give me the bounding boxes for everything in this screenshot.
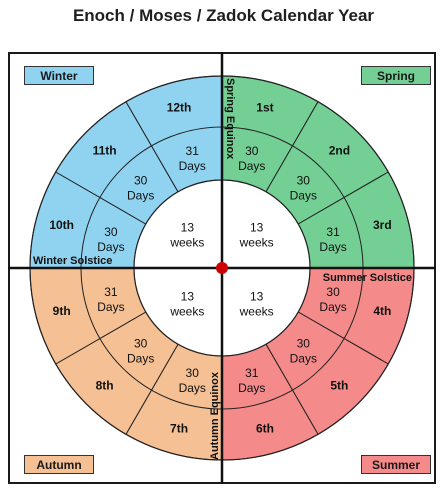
month-days-unit: Days	[290, 351, 317, 365]
month-days-count: 30	[104, 225, 118, 239]
month-days-unit: Days	[319, 300, 346, 314]
month-label: 9th	[53, 304, 71, 318]
quarter-unit: weeks	[239, 305, 274, 319]
month-days-count: 31	[186, 144, 200, 158]
month-days-unit: Days	[290, 189, 317, 203]
month-days-count: 31	[104, 285, 118, 299]
month-label: 2nd	[329, 144, 350, 158]
quarter-count: 13	[181, 220, 195, 234]
month-days-unit: Days	[97, 240, 124, 254]
month-label: 7th	[170, 421, 188, 435]
month-days-count: 31	[326, 225, 340, 239]
autumn-equinox-label: Autumn Equinox	[209, 371, 221, 460]
month-label: 6th	[256, 421, 274, 435]
month-label: 5th	[330, 378, 348, 392]
quarter-count: 13	[181, 290, 195, 304]
page-title: Enoch / Moses / Zadok Calendar Year	[72, 6, 375, 25]
month-days-unit: Days	[238, 159, 265, 173]
winter-solstice-label: Winter Solstice	[33, 255, 112, 267]
month-days-unit: Days	[127, 189, 154, 203]
quarter-unit: weeks	[239, 235, 274, 249]
month-label: 3rd	[373, 218, 392, 232]
month-days-count: 30	[245, 144, 259, 158]
month-days-count: 30	[326, 285, 340, 299]
month-days-unit: Days	[179, 381, 206, 395]
month-days-count: 31	[245, 366, 259, 380]
month-label: 8th	[96, 378, 114, 392]
month-days-unit: Days	[179, 159, 206, 173]
season-label-summer: Summer	[361, 455, 431, 474]
month-days-unit: Days	[97, 300, 124, 314]
month-days-count: 30	[134, 174, 148, 188]
month-days-count: 30	[297, 336, 311, 350]
month-days-count: 30	[186, 366, 200, 380]
season-label-autumn: Autumn	[24, 455, 94, 474]
season-label-winter: Winter	[24, 66, 94, 85]
month-days-count: 30	[134, 336, 148, 350]
quarter-unit: weeks	[169, 235, 204, 249]
spring-equinox-label: Spring Equinox	[224, 78, 236, 160]
month-days-unit: Days	[238, 381, 265, 395]
quarter-unit: weeks	[169, 305, 204, 319]
month-label: 11th	[93, 144, 117, 158]
month-label: 1st	[256, 101, 273, 115]
month-days-count: 30	[297, 174, 311, 188]
month-label: 4th	[373, 304, 391, 318]
month-days-unit: Days	[319, 240, 346, 254]
quarter-count: 13	[250, 290, 264, 304]
month-days-unit: Days	[127, 351, 154, 365]
summer-solstice-label: Summer Solstice	[323, 272, 412, 284]
season-label-spring: Spring	[361, 66, 431, 85]
month-label: 10th	[49, 218, 74, 232]
month-label: 12th	[167, 101, 192, 115]
center-dot	[216, 262, 228, 274]
quarter-count: 13	[250, 220, 264, 234]
